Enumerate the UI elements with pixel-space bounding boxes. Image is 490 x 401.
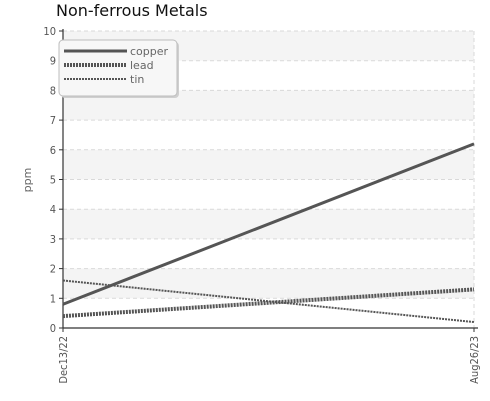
legend-box bbox=[58, 39, 178, 97]
x-tick-label: Aug26/23 bbox=[468, 336, 481, 384]
legend-label-tin: tin bbox=[130, 73, 144, 86]
series-lines bbox=[62, 142, 475, 324]
x-tick-label: Dec13/22 bbox=[57, 336, 70, 384]
chart-title: Non-ferrous Metals bbox=[56, 1, 208, 20]
y-tick-label: 6 bbox=[50, 144, 56, 157]
y-tick-label: 1 bbox=[50, 292, 56, 305]
y-tick-label: 4 bbox=[50, 203, 56, 216]
y-tick-label: 3 bbox=[50, 233, 56, 246]
series-line-copper bbox=[62, 142, 475, 306]
series-line-lead bbox=[62, 287, 475, 319]
y-tick-label: 2 bbox=[50, 263, 56, 276]
legend-label-lead: lead bbox=[130, 59, 154, 72]
y-tick-label: 7 bbox=[50, 114, 56, 127]
grid-lines bbox=[63, 30, 475, 328]
y-tick-label: 5 bbox=[50, 174, 56, 187]
y-axis-label: ppm bbox=[21, 168, 34, 193]
x-ticks: Dec13/22 Aug26/23 bbox=[57, 328, 481, 384]
y-tick-label: 8 bbox=[50, 84, 56, 97]
y-tick-label: 9 bbox=[50, 55, 56, 68]
y-tick-label: 0 bbox=[50, 322, 56, 335]
grid-band bbox=[63, 268, 474, 299]
y-tick-label: 10 bbox=[43, 25, 56, 38]
legend-label-copper: copper bbox=[130, 45, 169, 58]
grid-band bbox=[63, 149, 474, 180]
y-ticks: 0 1 2 3 4 5 6 7 8 9 10 bbox=[43, 25, 63, 335]
